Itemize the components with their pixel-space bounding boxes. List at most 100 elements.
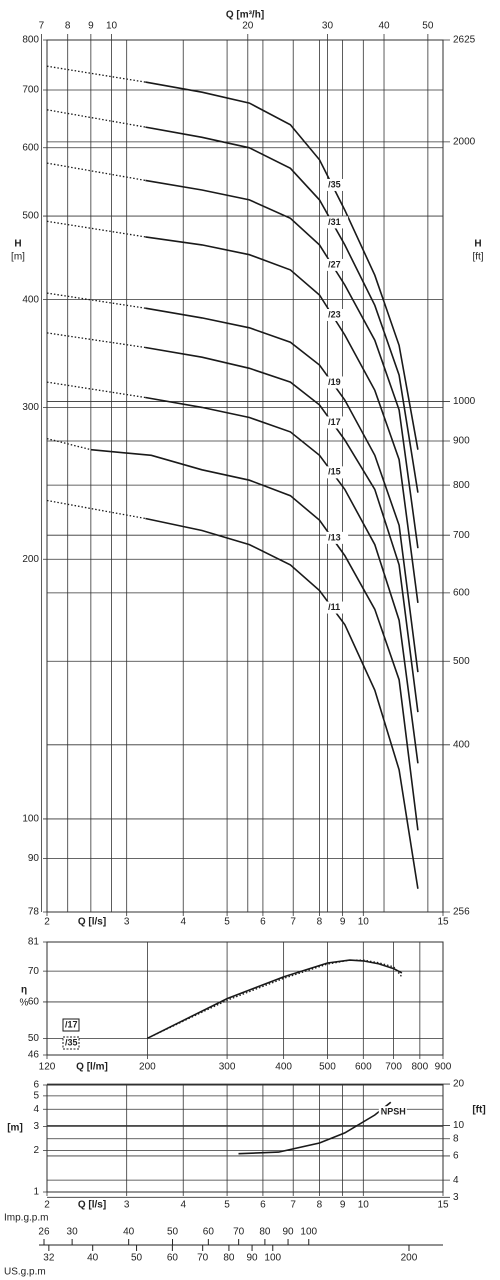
x-tick-label: 7 — [290, 917, 296, 928]
y2-tick-label: 1000 — [453, 396, 476, 407]
x-tick-label: 10 — [358, 917, 370, 928]
curve-label: /23 — [328, 309, 341, 319]
curve — [145, 81, 419, 450]
y2-tick-label: 20 — [453, 1079, 465, 1090]
x-tick-label: 15 — [437, 917, 449, 928]
curve-label-bg — [326, 531, 349, 544]
curve-label: /15 — [328, 467, 341, 477]
legend-box — [62, 1018, 80, 1032]
y2-axis-label: [ft] — [472, 1105, 485, 1116]
x-tick-label: 3 — [124, 917, 130, 928]
x-tick-label: 900 — [435, 1062, 452, 1073]
curve — [145, 346, 419, 713]
curve — [46, 109, 146, 128]
curve — [46, 292, 146, 309]
y2-axis-label: H — [474, 239, 481, 250]
x2-tick-label: 7 — [39, 21, 45, 32]
y2-tick-label: 8 — [453, 1133, 459, 1144]
y2-tick-label: 700 — [453, 530, 470, 541]
y2-tick-label: 600 — [453, 588, 470, 599]
curve — [46, 162, 146, 182]
x-tick-label: 800 — [412, 1062, 429, 1073]
x2-tick-label: 10 — [106, 21, 118, 32]
x-tick-label: 4 — [180, 917, 186, 928]
curve-label-bg — [378, 1106, 407, 1119]
curve-label-bg — [326, 216, 349, 229]
y-tick-label: 1 — [33, 1187, 39, 1198]
y-tick-label: 70 — [28, 966, 40, 977]
y2-tick-label: 6 — [453, 1151, 459, 1162]
scale-tick-label: 90 — [246, 1253, 258, 1264]
curve — [46, 332, 146, 349]
scale-tick-label: 80 — [259, 1227, 271, 1238]
x-tick-label: 9 — [340, 917, 346, 928]
x-tick-label: 5 — [224, 917, 230, 928]
curve-label: /35 — [328, 179, 341, 189]
y-tick-label: 90 — [28, 853, 40, 864]
y2-tick-label: 3 — [453, 1192, 459, 1203]
scale-tick-label: 100 — [300, 1227, 317, 1238]
scale-tick-label: 50 — [131, 1253, 143, 1264]
curve — [147, 959, 403, 1039]
curve — [46, 437, 92, 451]
curve-label-bg — [326, 258, 349, 271]
x2-tick-label: 50 — [422, 21, 434, 32]
scale-tick-label: 60 — [167, 1253, 179, 1264]
x-tick-label: 3 — [124, 1200, 130, 1211]
y2-tick-label: 800 — [453, 480, 470, 491]
x-tick-label: 15 — [437, 1200, 449, 1211]
y-axis-label: η — [21, 985, 27, 996]
y-tick-label: 50 — [28, 1033, 40, 1044]
scale-name: US.g.p.m — [4, 1267, 46, 1278]
x-tick-label: 8 — [317, 917, 323, 928]
y-tick-label: 60 — [28, 997, 40, 1008]
x-tick-label: 120 — [39, 1062, 56, 1073]
y-tick-label: 200 — [22, 554, 39, 565]
curve-label: /17 — [328, 417, 341, 427]
y-tick-label: 3 — [33, 1121, 39, 1132]
x2-tick-label: 20 — [242, 21, 254, 32]
y-tick-label: 600 — [22, 142, 39, 153]
y-tick-label: 5 — [33, 1091, 39, 1102]
legend-label: /17 — [65, 1019, 78, 1029]
curve — [238, 1101, 392, 1155]
curve-label-bg — [326, 416, 349, 429]
curve-label-bg — [326, 376, 349, 389]
scale-tick-label: 70 — [233, 1227, 245, 1238]
x2-tick-label: 40 — [378, 21, 390, 32]
curve — [46, 220, 146, 238]
curve — [46, 381, 146, 399]
y2-tick-label: 256 — [453, 907, 470, 918]
curve-label: /13 — [328, 532, 341, 542]
scale-tick-label: 40 — [123, 1227, 135, 1238]
curve-label-bg — [326, 178, 349, 191]
curve-label: /27 — [328, 259, 341, 269]
y-axis-label: H — [14, 239, 21, 250]
x2-tick-label: 9 — [88, 21, 94, 32]
scale-tick-label: 50 — [167, 1227, 179, 1238]
x-axis-label: Q [l/m] — [76, 1062, 108, 1073]
y2-axis-unit: [ft] — [472, 252, 483, 263]
curve — [145, 236, 419, 604]
scale-name: Imp.g.p.m — [4, 1213, 48, 1224]
x-tick-label: 2 — [44, 1200, 50, 1211]
y-tick-label: 500 — [22, 211, 39, 222]
curve — [147, 959, 403, 1040]
x2-tick-label: 30 — [322, 21, 334, 32]
y-axis-label: [m] — [7, 1123, 23, 1134]
curve — [145, 396, 419, 764]
x-axis-label: Q [l/s] — [78, 1200, 106, 1211]
y-tick-label: 100 — [22, 814, 39, 825]
x-tick-label: 300 — [219, 1062, 236, 1073]
scale-tick-label: 40 — [87, 1253, 99, 1264]
y2-tick-label: 400 — [453, 739, 470, 750]
x-tick-label: 6 — [260, 917, 266, 928]
x-axis-label: Q [l/s] — [78, 917, 106, 928]
x-tick-label: 8 — [317, 1200, 323, 1211]
curve-label-bg — [326, 308, 349, 321]
x-tick-label: 200 — [139, 1062, 156, 1073]
scale-tick-label: 60 — [203, 1227, 215, 1238]
curve — [145, 179, 419, 549]
y2-tick-label: 10 — [453, 1120, 465, 1131]
y-tick-label: 800 — [22, 35, 39, 46]
